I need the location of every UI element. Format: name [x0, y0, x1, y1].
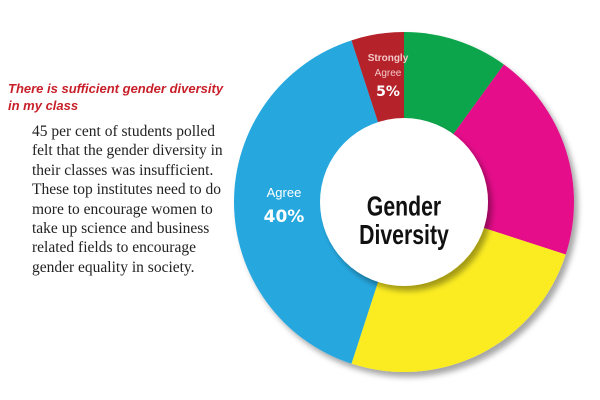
- slice-label-agree: Agree: [267, 185, 302, 200]
- donut-hole: [320, 118, 488, 286]
- chart-title-line-1: Gender: [367, 192, 442, 222]
- slice-label-strongly-agree-2: Agree: [375, 68, 402, 79]
- chart-title-line-2: Diversity: [359, 221, 449, 251]
- donut-slice-agree: [234, 40, 404, 364]
- slice-value-strongly-agree: 5%: [376, 84, 400, 100]
- slice-value-agree: 40%: [264, 207, 305, 227]
- slice-label-strongly-agree-1: Strongly: [368, 53, 409, 64]
- donut-slices: [234, 32, 574, 372]
- article-body-text: 45 per cent of students polled felt that…: [32, 123, 223, 276]
- chart-question-heading: There is sufficient gender diversity in …: [8, 81, 224, 113]
